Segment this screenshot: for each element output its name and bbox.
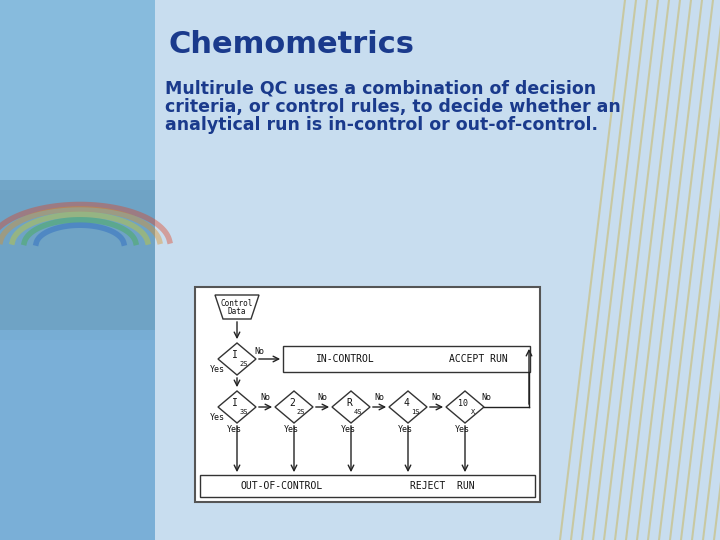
Text: Yes: Yes xyxy=(341,426,356,435)
Text: No: No xyxy=(374,393,384,402)
Text: 2: 2 xyxy=(289,398,295,408)
Text: 3S: 3S xyxy=(240,409,248,415)
Bar xyxy=(195,287,540,502)
Text: R: R xyxy=(346,398,352,408)
Text: Yes: Yes xyxy=(227,426,241,435)
Text: I: I xyxy=(232,350,238,360)
Text: ACCEPT RUN: ACCEPT RUN xyxy=(449,354,508,364)
Text: No: No xyxy=(261,393,271,402)
Polygon shape xyxy=(215,295,259,319)
Text: Control: Control xyxy=(221,299,253,307)
Polygon shape xyxy=(332,391,370,423)
Bar xyxy=(0,0,155,540)
Text: OUT-OF-CONTROL: OUT-OF-CONTROL xyxy=(241,481,323,491)
Text: IN-CONTROL: IN-CONTROL xyxy=(315,354,374,364)
Polygon shape xyxy=(389,391,427,423)
Text: 10: 10 xyxy=(458,399,468,408)
Bar xyxy=(0,180,155,340)
Text: No: No xyxy=(431,393,441,402)
Text: 2S: 2S xyxy=(240,361,248,367)
Text: No: No xyxy=(254,347,264,355)
Polygon shape xyxy=(275,391,313,423)
Bar xyxy=(0,330,155,540)
Text: I: I xyxy=(232,398,238,408)
Text: Multirule QC uses a combination of decision: Multirule QC uses a combination of decis… xyxy=(165,80,596,98)
Text: Data: Data xyxy=(228,307,246,316)
Text: 4S: 4S xyxy=(354,409,362,415)
Text: 2S: 2S xyxy=(297,409,305,415)
Text: No: No xyxy=(481,393,491,402)
Text: Chemometrics: Chemometrics xyxy=(168,30,414,59)
Bar xyxy=(0,0,155,190)
Text: Yes: Yes xyxy=(210,364,225,374)
Text: REJECT  RUN: REJECT RUN xyxy=(410,481,474,491)
Text: Yes: Yes xyxy=(284,426,299,435)
Polygon shape xyxy=(218,391,256,423)
Text: criteria, or control rules, to decide whether an: criteria, or control rules, to decide wh… xyxy=(165,98,621,116)
Text: Yes: Yes xyxy=(454,426,469,435)
Polygon shape xyxy=(218,343,256,375)
Text: No: No xyxy=(318,393,328,402)
Polygon shape xyxy=(446,391,484,423)
Bar xyxy=(155,0,720,540)
Bar xyxy=(283,346,530,372)
Text: Yes: Yes xyxy=(210,413,225,422)
Text: 4: 4 xyxy=(403,398,409,408)
Text: analytical run is in-control or out-of-control.: analytical run is in-control or out-of-c… xyxy=(165,116,598,134)
Text: Yes: Yes xyxy=(397,426,413,435)
Bar xyxy=(200,475,535,497)
Text: 1S: 1S xyxy=(410,409,419,415)
Text: X: X xyxy=(471,409,475,415)
